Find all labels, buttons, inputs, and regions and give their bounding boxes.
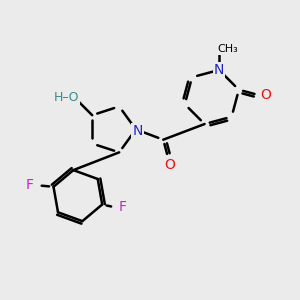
Text: CH₃: CH₃ — [217, 44, 238, 54]
Text: N: N — [132, 124, 142, 138]
Text: O: O — [260, 88, 271, 102]
Text: F: F — [26, 178, 34, 192]
Text: F: F — [119, 200, 127, 214]
Text: O: O — [164, 158, 175, 172]
Text: H–O: H–O — [54, 91, 79, 103]
Text: N: N — [214, 63, 224, 77]
